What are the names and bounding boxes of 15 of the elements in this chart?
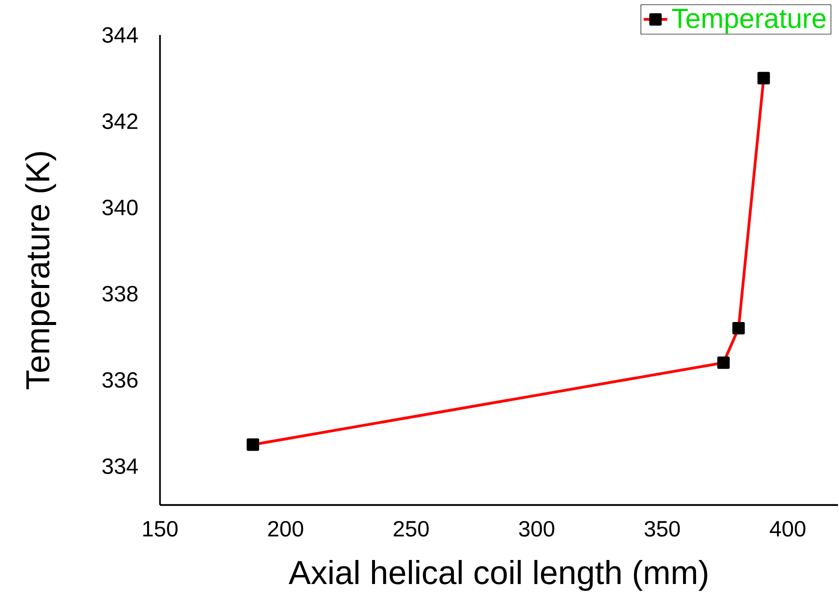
x-tick-label: 250 <box>394 520 429 537</box>
x-tick-label: 350 <box>644 520 680 537</box>
y-tick-label: 334 <box>102 458 138 474</box>
y-tick-label: 344 <box>102 27 138 43</box>
x-tick-label: 400 <box>770 520 806 537</box>
y-axis-title: Temperature (K) <box>25 152 56 390</box>
y-tick-label: 336 <box>102 372 138 388</box>
y-tick-label: 338 <box>102 286 138 302</box>
y-tick-label: 342 <box>102 113 138 130</box>
x-tick-label: 150 <box>143 520 178 537</box>
x-tick-label: 200 <box>268 520 304 537</box>
x-tick-label: 300 <box>519 520 554 537</box>
x-axis-title: Axial helical coil length (mm) <box>288 560 708 591</box>
y-tick-label: 340 <box>102 200 138 216</box>
legend-label: Temperature <box>672 8 826 34</box>
